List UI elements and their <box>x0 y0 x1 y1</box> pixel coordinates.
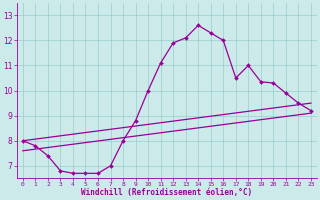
X-axis label: Windchill (Refroidissement éolien,°C): Windchill (Refroidissement éolien,°C) <box>81 188 252 197</box>
